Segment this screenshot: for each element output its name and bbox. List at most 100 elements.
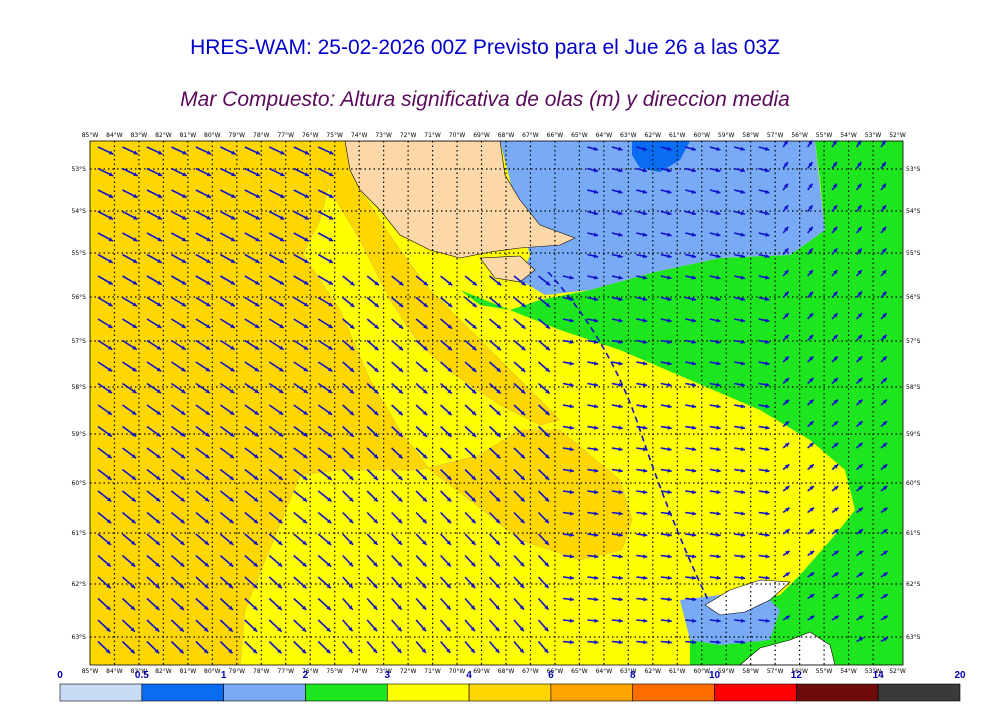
arrow-head (740, 318, 745, 323)
arrow-head (398, 454, 403, 459)
arrow-head (784, 313, 789, 318)
arrow-head (280, 172, 285, 177)
arrow-head (206, 280, 211, 285)
arrow-head (808, 140, 813, 145)
arrow-head (667, 382, 672, 387)
arrow-head (809, 442, 814, 448)
arrow-head (593, 361, 599, 366)
colorbar-tick-label: 4 (466, 670, 472, 681)
arrow-head (643, 511, 648, 516)
arrow-head (349, 324, 355, 329)
arrow-head (784, 291, 789, 296)
arrow-head (302, 497, 308, 502)
arrow-head (496, 346, 501, 351)
arrow-head (302, 454, 308, 459)
arrow-head (740, 275, 745, 280)
arrow-head (765, 489, 770, 495)
lon-tick-label: 62°W (645, 132, 662, 139)
arrow-head (618, 597, 623, 602)
arrow-head (667, 468, 672, 473)
arrow-head (326, 649, 331, 654)
arrow-head (858, 377, 863, 383)
arrow-head (279, 215, 285, 220)
map-frame (89, 140, 904, 666)
arrow-head (593, 275, 599, 280)
arrow-head (716, 296, 721, 302)
arrow-head (667, 211, 672, 216)
lon-tick-label: 75°W (326, 132, 343, 139)
arrow-head (881, 205, 886, 210)
arrow-head (130, 649, 135, 654)
arrow-head (373, 518, 378, 524)
arrow-head (521, 302, 526, 308)
arrow-head (230, 324, 235, 328)
arrow-head (569, 361, 574, 366)
arrow-head (808, 334, 814, 340)
arrow-head (205, 324, 211, 328)
lon-tick-label: 77°W (277, 668, 294, 675)
lon-tick-label: 57°W (767, 668, 784, 675)
colorbar-tick-label: 6 (548, 670, 554, 681)
arrow-head (303, 345, 309, 350)
arrow-head (446, 648, 451, 653)
arrow-head (107, 410, 112, 415)
lon-tick-label: 67°W (522, 132, 539, 139)
arrow-head (642, 382, 648, 387)
arrow-head (784, 399, 790, 404)
arrow-head (108, 280, 113, 285)
land-tierra-del-fuego (344, 141, 576, 259)
arrow-head (716, 211, 721, 216)
arrow-head (349, 346, 355, 351)
arrow-head (833, 377, 838, 383)
arrow-head (765, 253, 770, 259)
arrow-head (255, 237, 260, 242)
land-cape-horn-islands (479, 255, 536, 283)
arrow-head (132, 367, 137, 372)
arrow-head (108, 258, 113, 263)
arrow-head (253, 454, 259, 459)
arrow-head (398, 475, 403, 480)
arrow-head (833, 442, 839, 448)
arrow-head (229, 497, 234, 502)
arrow-head (278, 454, 283, 459)
arrow-head (643, 532, 648, 538)
arrow-head (783, 205, 789, 210)
arrow-head (471, 432, 476, 437)
map-title: HRES-WAM: 25-02-2026 00Z Previsto para e… (190, 36, 780, 59)
arrow-head (765, 446, 770, 452)
arrow-head (833, 334, 838, 340)
arrow-head (328, 324, 333, 328)
arrow-head (205, 302, 211, 307)
arrow-head (783, 140, 788, 145)
arrow-head (716, 446, 721, 452)
arrow-head (809, 399, 814, 404)
arrow-head (156, 345, 162, 350)
arrow-head (667, 425, 672, 430)
lon-tick-label: 65°W (571, 132, 588, 139)
arrow-head (327, 367, 333, 372)
arrow-head (784, 248, 789, 253)
arrow-head (667, 618, 672, 623)
colorbar-segment (386, 683, 470, 702)
arrow-head (618, 168, 623, 173)
arrow-head (107, 324, 113, 328)
arrow-head (107, 389, 113, 394)
arrow-head (181, 345, 186, 350)
arrow-head (131, 454, 137, 459)
arrow-head (545, 389, 550, 394)
arrow-head (618, 575, 623, 580)
arrow-head (326, 627, 331, 632)
arrow-head (785, 529, 790, 534)
arrow-head (808, 183, 813, 189)
arrow-head (373, 432, 379, 437)
arrow-head (446, 583, 451, 589)
arrow-head (180, 432, 186, 437)
arrow-head (784, 421, 790, 426)
arrow-head (740, 489, 746, 495)
lon-tick-label: 60°W (693, 668, 710, 675)
lat-tick-label: 54°S (906, 208, 921, 215)
arrow-head (447, 346, 452, 351)
lat-tick-label: 56°S (72, 294, 87, 301)
arrow-head (642, 339, 648, 344)
lon-tick-label: 70°W (449, 668, 466, 675)
